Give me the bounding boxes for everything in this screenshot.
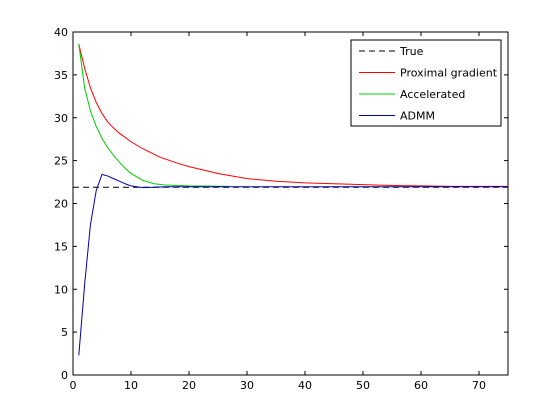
x-tick-label: 50 (356, 379, 370, 392)
y-tick-label: 40 (54, 26, 68, 39)
legend: True Proximal gradient Accelerated ADMM (350, 39, 502, 127)
y-tick-label: 15 (54, 240, 68, 253)
y-tick-label: 20 (54, 198, 68, 211)
x-tick-label: 0 (70, 379, 77, 392)
y-tick-label: 30 (54, 112, 68, 125)
series-line-1 (78, 43, 508, 187)
series-line-3 (78, 173, 508, 356)
y-tick-label: 5 (61, 326, 68, 339)
legend-label-3: ADMM (400, 110, 435, 123)
x-tick-label: 20 (182, 379, 196, 392)
y-tick-label: 10 (54, 283, 68, 296)
legend-label-1: Proximal gradient (400, 67, 498, 80)
series-layer (73, 43, 508, 356)
legend-box (350, 39, 502, 127)
y-tick-label: 0 (61, 369, 68, 382)
y-tick-label: 35 (54, 69, 68, 82)
x-tick-label: 10 (124, 379, 138, 392)
axis-ticks: 0 10 20 30 40 50 60 70 0 5 10 15 20 25 30 35 40 (54, 26, 508, 392)
x-tick-label: 70 (472, 379, 486, 392)
x-tick-label: 30 (240, 379, 254, 392)
x-tick-label: 60 (414, 379, 428, 392)
legend-label-0: True (399, 45, 424, 58)
x-tick-label: 40 (298, 379, 312, 392)
y-tick-label: 25 (54, 155, 68, 168)
series-line-2 (78, 43, 230, 187)
legend-label-2: Accelerated (400, 88, 465, 101)
